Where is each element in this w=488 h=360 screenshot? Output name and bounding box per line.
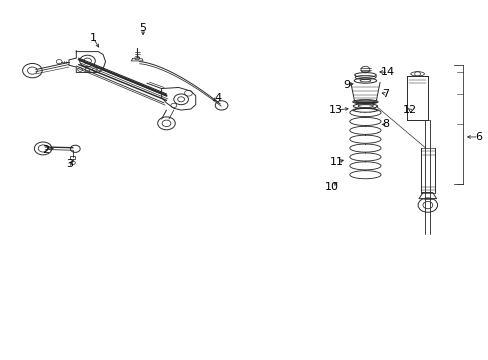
Text: 13: 13 [328, 105, 343, 115]
Text: 7: 7 [382, 89, 388, 99]
Text: 3: 3 [66, 159, 73, 169]
Text: 9: 9 [343, 80, 350, 90]
Text: 2: 2 [42, 144, 49, 154]
Text: 10: 10 [325, 182, 339, 192]
Text: 14: 14 [381, 67, 395, 77]
Text: 6: 6 [474, 132, 481, 142]
Text: 4: 4 [214, 93, 221, 103]
Text: 12: 12 [403, 105, 416, 115]
Text: 5: 5 [139, 23, 146, 33]
Text: 8: 8 [382, 120, 388, 129]
Bar [70, 156, 75, 159]
Text: 1: 1 [90, 33, 97, 43]
Text: 11: 11 [329, 157, 344, 167]
